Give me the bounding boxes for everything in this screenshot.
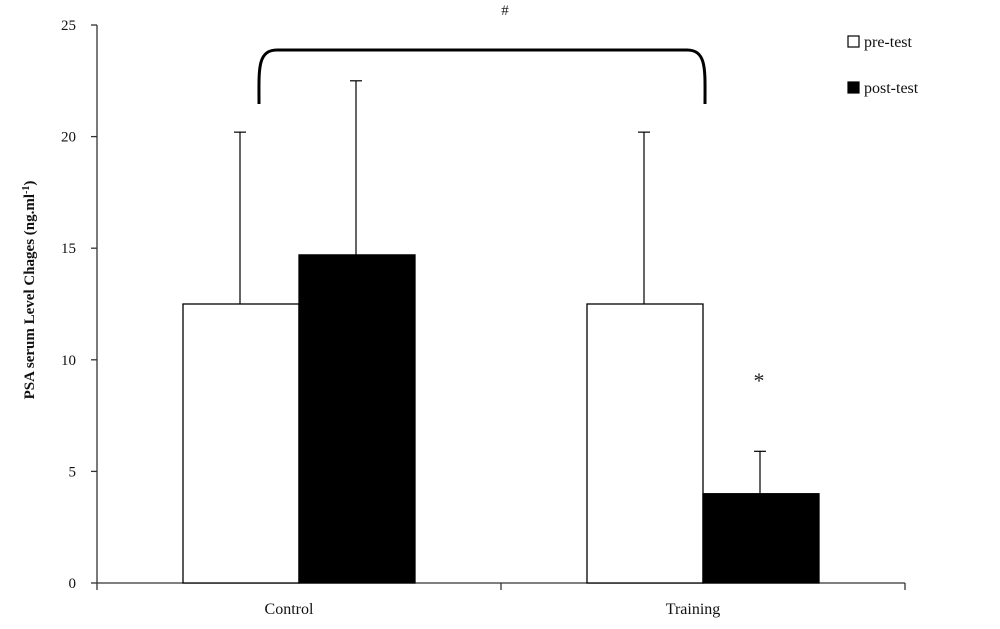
- x-category-label: Training: [666, 601, 721, 618]
- bar-post-test-control: [298, 254, 416, 584]
- y-tick-label: 10: [61, 353, 76, 369]
- y-tick-label: 25: [61, 18, 76, 34]
- y-tick-label: 15: [61, 241, 76, 257]
- significance-marker: *: [754, 368, 765, 393]
- legend-label-pre-test: pre-test: [864, 34, 913, 51]
- group-difference-marker: #: [501, 3, 509, 19]
- plot-area: 0 5 10 15 20 25 Control Training: [61, 18, 906, 618]
- bar-post-test-training: [702, 493, 820, 584]
- y-axis-title: PSA serum Level Chages (ng.ml-1): [21, 181, 38, 400]
- x-category-label: Control: [265, 601, 314, 618]
- y-axis-title-superscript: -1: [21, 186, 32, 194]
- legend-swatch-pre-test: [847, 35, 860, 48]
- legend-swatch-post-test: [847, 81, 860, 94]
- legend-label-post-test: post-test: [864, 80, 919, 97]
- comparison-bracket: [257, 48, 707, 105]
- y-tick-label: 0: [69, 576, 77, 592]
- bar-pre-test-training: [586, 303, 704, 584]
- legend: pre-test post-test: [847, 34, 919, 97]
- bar-pre-test-control: [182, 303, 300, 584]
- y-tick-label: 5: [69, 464, 77, 480]
- y-tick-label: 20: [61, 130, 76, 146]
